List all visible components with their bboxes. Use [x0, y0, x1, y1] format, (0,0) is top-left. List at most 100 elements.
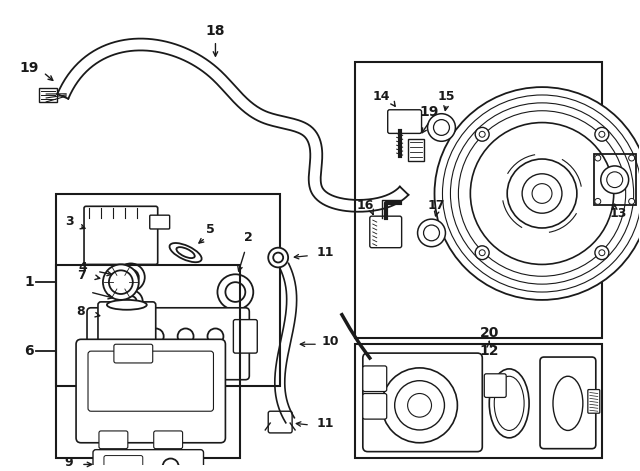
- FancyBboxPatch shape: [363, 353, 483, 452]
- Text: 8: 8: [77, 305, 85, 318]
- FancyBboxPatch shape: [484, 374, 506, 398]
- Circle shape: [417, 219, 445, 247]
- Circle shape: [628, 155, 635, 161]
- Bar: [56, 266, 241, 457]
- Circle shape: [451, 103, 634, 284]
- Text: 16: 16: [356, 199, 374, 212]
- Circle shape: [109, 270, 133, 294]
- FancyBboxPatch shape: [76, 339, 225, 443]
- FancyBboxPatch shape: [84, 206, 157, 264]
- FancyBboxPatch shape: [88, 351, 214, 411]
- Text: 3: 3: [65, 215, 74, 227]
- Circle shape: [273, 252, 283, 262]
- FancyBboxPatch shape: [363, 393, 387, 419]
- Text: 5: 5: [206, 223, 215, 236]
- Circle shape: [628, 198, 635, 204]
- Text: 19: 19: [20, 61, 39, 75]
- FancyBboxPatch shape: [93, 450, 204, 471]
- Text: 11: 11: [316, 246, 333, 259]
- Circle shape: [218, 274, 253, 310]
- Circle shape: [601, 166, 628, 194]
- FancyBboxPatch shape: [388, 110, 422, 133]
- Circle shape: [433, 120, 449, 135]
- Text: 1: 1: [24, 275, 34, 289]
- Bar: [355, 344, 602, 457]
- FancyBboxPatch shape: [87, 308, 250, 380]
- Circle shape: [381, 368, 458, 443]
- Circle shape: [207, 328, 223, 344]
- Text: 20: 20: [479, 326, 499, 341]
- Circle shape: [178, 328, 193, 344]
- Text: 18: 18: [205, 24, 225, 38]
- Circle shape: [435, 87, 640, 300]
- FancyBboxPatch shape: [99, 431, 128, 449]
- Bar: [408, 139, 424, 161]
- Circle shape: [595, 155, 601, 161]
- Text: 11: 11: [316, 416, 333, 430]
- Ellipse shape: [170, 243, 202, 262]
- Circle shape: [479, 250, 485, 256]
- Circle shape: [599, 250, 605, 256]
- Circle shape: [599, 131, 605, 137]
- Circle shape: [607, 172, 623, 187]
- FancyBboxPatch shape: [363, 366, 387, 391]
- Circle shape: [470, 122, 614, 264]
- Bar: [56, 194, 280, 386]
- Circle shape: [507, 159, 577, 228]
- Circle shape: [479, 131, 485, 137]
- Ellipse shape: [553, 376, 583, 430]
- Text: 17: 17: [428, 199, 445, 212]
- FancyBboxPatch shape: [540, 357, 596, 449]
- Circle shape: [395, 381, 444, 430]
- Text: 15: 15: [438, 90, 455, 104]
- Ellipse shape: [107, 300, 147, 310]
- FancyBboxPatch shape: [150, 215, 170, 229]
- FancyBboxPatch shape: [234, 320, 257, 353]
- FancyBboxPatch shape: [154, 431, 182, 449]
- Circle shape: [476, 246, 489, 260]
- FancyBboxPatch shape: [370, 216, 402, 248]
- Circle shape: [117, 263, 145, 291]
- Ellipse shape: [494, 376, 524, 430]
- FancyBboxPatch shape: [104, 455, 143, 471]
- Circle shape: [595, 246, 609, 260]
- Text: 19: 19: [420, 105, 439, 119]
- Circle shape: [268, 248, 288, 268]
- Circle shape: [424, 225, 440, 241]
- Circle shape: [595, 127, 609, 141]
- Text: 9: 9: [65, 456, 74, 469]
- Text: 14: 14: [373, 90, 390, 104]
- Text: 2: 2: [244, 231, 253, 244]
- Text: 6: 6: [24, 344, 34, 358]
- Circle shape: [163, 459, 179, 471]
- Ellipse shape: [489, 369, 529, 438]
- Circle shape: [522, 174, 562, 213]
- Circle shape: [148, 328, 164, 344]
- Text: 10: 10: [321, 335, 339, 348]
- Circle shape: [225, 282, 245, 302]
- Circle shape: [476, 127, 489, 141]
- Circle shape: [442, 95, 640, 292]
- Circle shape: [408, 393, 431, 417]
- Ellipse shape: [177, 247, 195, 258]
- FancyBboxPatch shape: [268, 411, 292, 433]
- Circle shape: [103, 326, 139, 362]
- FancyBboxPatch shape: [98, 302, 156, 345]
- Bar: [355, 63, 602, 338]
- Circle shape: [532, 184, 552, 203]
- Circle shape: [103, 264, 139, 300]
- Text: 12: 12: [479, 344, 499, 358]
- Circle shape: [458, 111, 626, 276]
- Bar: [594, 154, 636, 205]
- Text: 4: 4: [79, 261, 88, 274]
- FancyBboxPatch shape: [114, 344, 153, 363]
- Circle shape: [595, 198, 601, 204]
- Bar: [39, 88, 57, 102]
- Circle shape: [111, 334, 131, 354]
- FancyBboxPatch shape: [588, 390, 600, 413]
- Circle shape: [123, 269, 139, 285]
- Circle shape: [125, 296, 137, 308]
- Circle shape: [119, 290, 143, 314]
- Text: 13: 13: [610, 207, 627, 219]
- Text: 7: 7: [77, 269, 85, 282]
